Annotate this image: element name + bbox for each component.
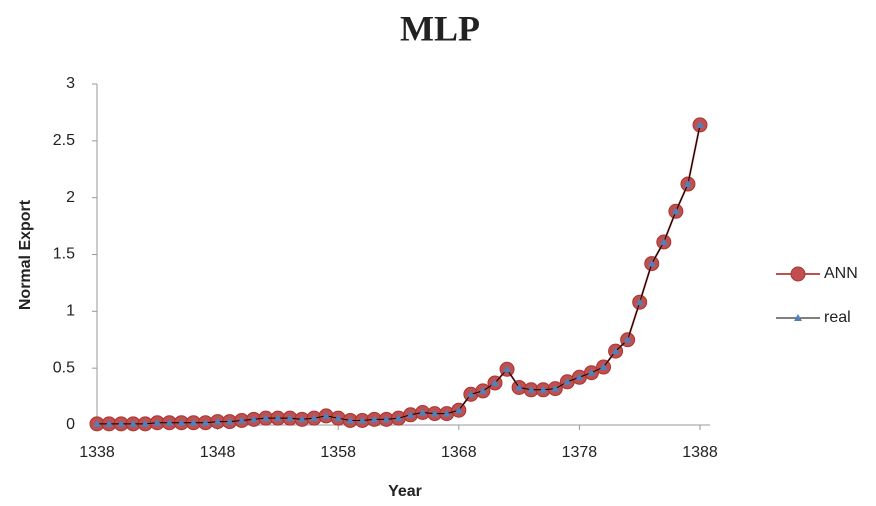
x-tick-label: 1378	[562, 444, 598, 461]
marker	[430, 409, 439, 417]
y-tick-label: 1	[66, 303, 75, 320]
marker	[370, 415, 379, 423]
marker	[129, 419, 138, 427]
legend-marker	[790, 266, 806, 282]
y-tick-label: 2	[66, 189, 75, 206]
marker	[611, 347, 620, 355]
series-line	[97, 124, 701, 425]
marker	[237, 416, 246, 424]
marker	[406, 410, 415, 418]
marker	[298, 415, 307, 423]
marker	[249, 415, 258, 423]
marker	[322, 411, 331, 419]
marker	[659, 237, 668, 245]
marker	[213, 417, 222, 425]
marker	[177, 418, 186, 426]
marker	[105, 419, 114, 427]
marker	[189, 418, 198, 426]
marker	[635, 298, 644, 306]
marker	[285, 414, 294, 422]
legend-label: real	[824, 309, 851, 326]
marker	[539, 385, 548, 393]
marker	[225, 417, 234, 425]
marker	[153, 418, 162, 426]
marker	[466, 390, 475, 398]
marker	[394, 414, 403, 422]
marker	[418, 408, 427, 416]
marker	[117, 419, 126, 427]
marker	[478, 386, 487, 394]
marker	[599, 363, 608, 371]
marker	[515, 383, 524, 391]
x-tick-label: 1358	[320, 444, 356, 461]
marker	[93, 419, 101, 427]
chart-title: MLP	[400, 8, 480, 48]
marker	[310, 414, 319, 422]
y-axis-label: Normal Export	[17, 199, 34, 310]
y-tick-label: 2.5	[53, 132, 75, 149]
marker	[671, 207, 680, 215]
marker	[587, 368, 596, 376]
marker	[346, 416, 355, 424]
marker	[382, 415, 391, 423]
y-tick-label: 0.5	[53, 359, 75, 376]
marker	[273, 414, 282, 422]
marker	[527, 385, 536, 393]
y-tick-label: 1.5	[53, 246, 75, 263]
marker	[334, 414, 343, 422]
marker	[442, 409, 451, 417]
marker	[261, 414, 270, 422]
x-tick-label: 1338	[79, 444, 115, 461]
legend-label: ANN	[824, 265, 858, 282]
y-tick-label: 0	[66, 416, 75, 433]
series-line	[97, 124, 701, 425]
x-axis-label: Year	[388, 483, 422, 500]
marker	[551, 384, 560, 392]
y-tick-label: 3	[66, 75, 75, 92]
marker	[490, 378, 499, 386]
marker	[454, 406, 463, 414]
x-tick-label: 1388	[682, 444, 718, 461]
marker	[503, 365, 512, 373]
marker	[696, 120, 704, 128]
x-tick-label: 1368	[441, 444, 477, 461]
marker	[575, 373, 584, 381]
marker	[647, 259, 656, 267]
marker	[683, 180, 692, 188]
legend-marker	[794, 314, 802, 321]
x-tick-label: 1348	[200, 444, 236, 461]
marker	[623, 335, 632, 343]
marker	[165, 418, 174, 426]
marker	[141, 419, 150, 427]
marker	[358, 416, 367, 424]
marker	[201, 418, 210, 426]
marker	[563, 377, 572, 385]
